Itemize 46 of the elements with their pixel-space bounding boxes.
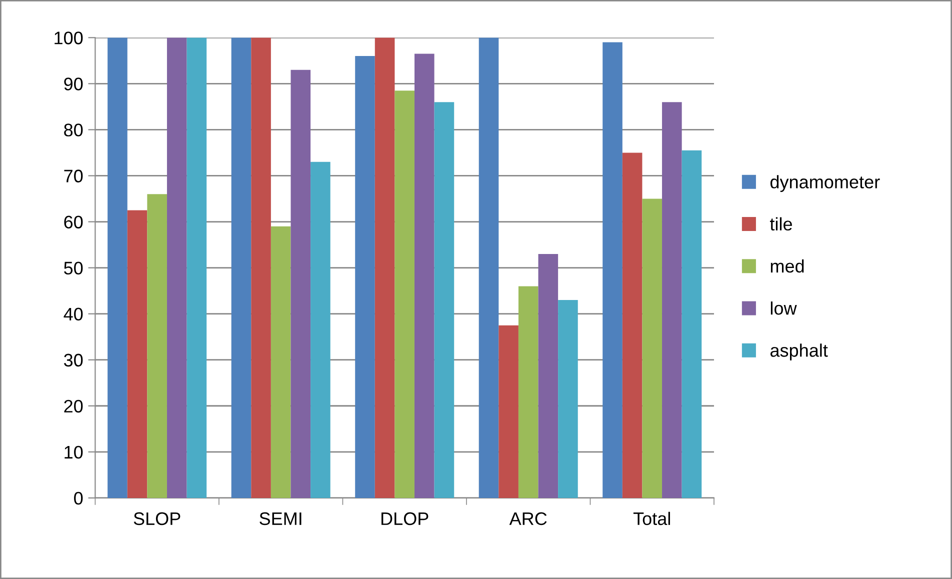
bar — [310, 162, 330, 498]
x-tick-label: SLOP — [134, 512, 180, 526]
y-tick-label: 0 — [74, 492, 83, 505]
y-tick-label: 60 — [64, 216, 83, 228]
x-tick-label: DLOP — [381, 512, 428, 526]
y-tick-label: 30 — [64, 354, 83, 367]
bar — [434, 102, 454, 498]
bar — [414, 54, 434, 498]
bar — [682, 150, 702, 498]
bar — [538, 254, 558, 498]
y-tick-label: 80 — [64, 124, 83, 136]
bar — [478, 38, 499, 498]
bar — [186, 38, 207, 498]
bar — [231, 38, 252, 498]
bar — [251, 38, 271, 498]
bar — [622, 152, 642, 498]
bar — [558, 300, 578, 498]
y-tick-label: 10 — [64, 446, 83, 459]
legend-label: dynamometer — [770, 175, 880, 192]
legend-label: tile — [770, 217, 792, 231]
bar — [602, 42, 622, 498]
bar — [374, 38, 395, 498]
bar — [290, 70, 311, 498]
y-tick-label: 50 — [64, 262, 83, 275]
legend-label: med — [770, 259, 804, 273]
bar — [518, 286, 538, 498]
bar — [355, 56, 375, 498]
bar — [270, 226, 291, 498]
y-tick-label: 40 — [64, 308, 83, 321]
bar — [166, 38, 187, 498]
y-tick-label: 20 — [64, 400, 83, 413]
bar — [147, 194, 167, 498]
bar — [394, 90, 414, 498]
bar — [127, 210, 148, 498]
legend-label: low — [770, 301, 797, 315]
bar — [108, 38, 128, 498]
bar — [642, 198, 662, 498]
y-tick-label: 90 — [64, 78, 83, 90]
x-tick-label: Total — [633, 512, 670, 526]
y-tick-label: 100 — [54, 32, 83, 44]
bar — [662, 102, 682, 498]
bar — [498, 325, 518, 498]
legend-label: asphalt — [770, 344, 828, 360]
x-tick-label: ARC — [509, 512, 547, 526]
y-tick-label: 70 — [64, 170, 83, 182]
x-tick-label: SEMI — [260, 512, 302, 526]
